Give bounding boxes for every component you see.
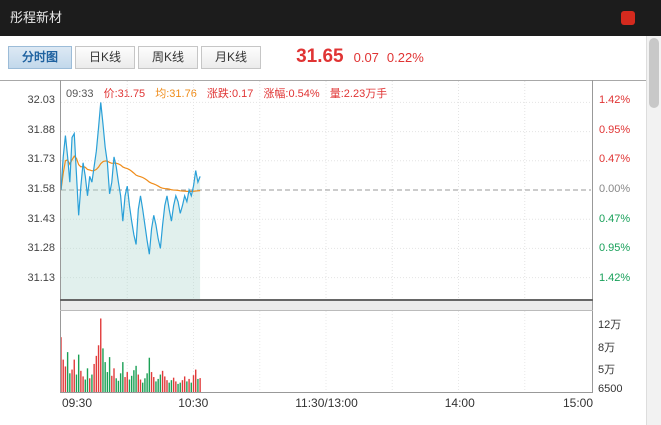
- quote-summary: 31.65 0.07 0.22%: [296, 46, 424, 68]
- scrollbar-thumb[interactable]: [649, 38, 659, 108]
- price-volume-divider: [60, 299, 593, 301]
- percent-tick: 0.95%: [599, 123, 631, 136]
- volume-tick: 12万: [598, 319, 622, 331]
- percent-tick: 1.42%: [599, 94, 631, 106]
- crosshair-info-line: 09:33 价:31.75 均:31.76 涨跌:0.17 涨幅:0.54% 量…: [66, 85, 394, 101]
- price-change-percent: 0.22%: [386, 50, 424, 65]
- price-axis: 32.03 31.88 31.73 31.58 31.43 31.28 31.1…: [0, 94, 55, 284]
- plot-right-border: [592, 80, 593, 393]
- percent-axis: 1.42% 0.95% 0.47% 0.00% 0.47% 0.95% 1.42…: [599, 94, 645, 284]
- info-volume: 量:2.23万手: [329, 88, 388, 100]
- divider-band: [61, 301, 592, 310]
- volume-tick: 5万: [598, 364, 616, 376]
- tab-timeline-chart[interactable]: 分时图: [8, 45, 73, 69]
- volume-top-border: [60, 310, 593, 311]
- price-tick: 31.88: [27, 123, 55, 136]
- price-timeline-chart[interactable]: [61, 81, 591, 299]
- time-tick: 10:30: [178, 396, 209, 410]
- tab-monthly-kline[interactable]: 月K线: [201, 45, 262, 69]
- price-tick: 31.58: [27, 182, 55, 195]
- tab-daily-kline[interactable]: 日K线: [75, 45, 136, 69]
- percent-tick: 0.95%: [599, 242, 631, 255]
- info-change-percent: 涨幅:0.54%: [263, 88, 320, 100]
- volume-bar-chart[interactable]: [61, 311, 591, 392]
- volume-tick: 6500: [598, 383, 623, 395]
- time-tick: 15:00: [562, 396, 593, 410]
- volume-bottom-border: [60, 392, 593, 393]
- price-tick: 31.13: [27, 271, 55, 284]
- vertical-scrollbar[interactable]: [646, 36, 661, 425]
- info-average: 均:31.76: [155, 88, 197, 100]
- volume-tick: 8万: [598, 342, 616, 354]
- time-tick: 14:00: [444, 396, 475, 410]
- percent-tick: 0.47%: [599, 153, 631, 166]
- price-change: 0.07: [353, 50, 379, 65]
- info-price: 价:31.75: [103, 88, 146, 100]
- price-tick: 32.03: [27, 94, 55, 106]
- price-tick: 31.43: [27, 212, 55, 225]
- percent-tick-zero: 0.00%: [599, 182, 631, 195]
- info-change: 涨跌:0.17: [206, 88, 254, 100]
- plot-left-border: [60, 80, 61, 393]
- percent-tick: 0.47%: [599, 212, 631, 225]
- title-bar: 彤程新材: [0, 0, 661, 36]
- stock-name: 彤程新材: [10, 10, 63, 25]
- chart-top-border: [0, 80, 646, 81]
- info-time: 09:33: [66, 88, 94, 100]
- percent-tick: 1.42%: [599, 271, 631, 284]
- price-tick: 31.73: [27, 153, 55, 166]
- price-tick: 31.28: [27, 242, 55, 255]
- chart-tab-bar: 分时图 日K线 周K线 月K线 31.65 0.07 0.22%: [8, 44, 424, 70]
- time-axis: 09:30 10:30 11:30/13:00 14:00 15:00: [60, 396, 593, 410]
- red-badge-icon[interactable]: [621, 11, 635, 25]
- time-tick: 11:30/13:00: [295, 396, 358, 410]
- last-price: 31.65: [296, 46, 344, 67]
- time-tick: 09:30: [62, 396, 93, 410]
- tab-weekly-kline[interactable]: 周K线: [138, 45, 199, 69]
